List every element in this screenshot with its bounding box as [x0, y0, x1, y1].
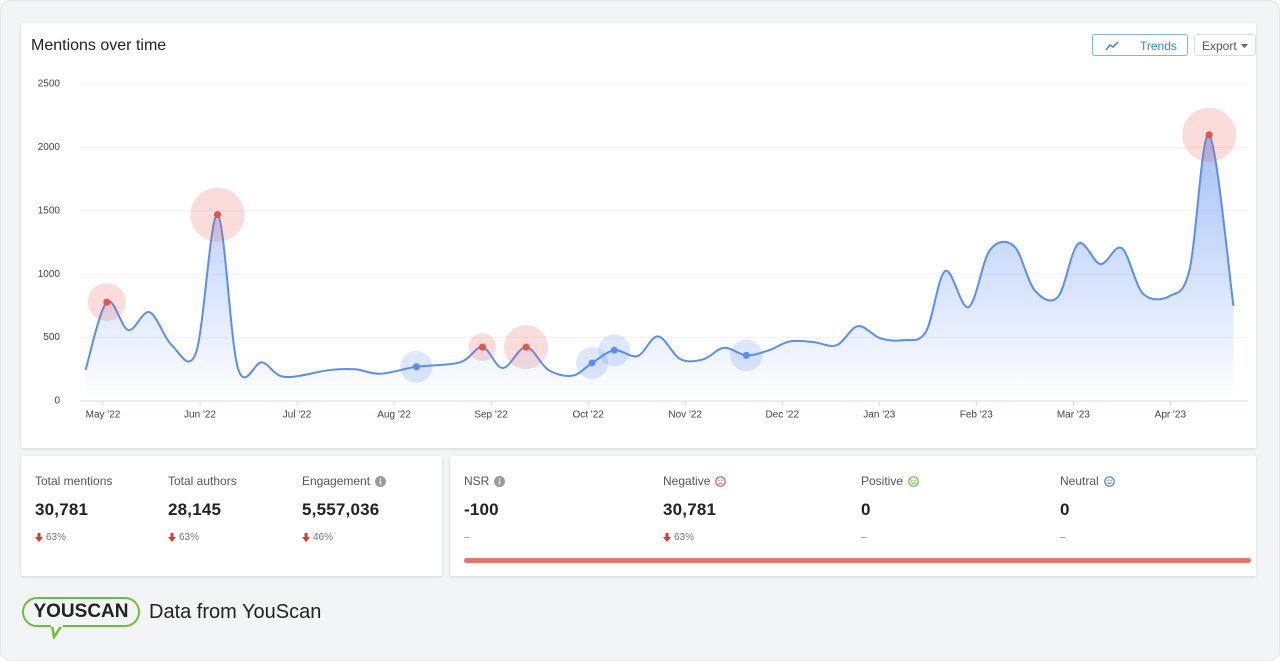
chart-title: Mentions over time [31, 37, 166, 54]
sentiment-icon [715, 475, 727, 487]
stat: Neutral 0 – [1060, 474, 1115, 543]
stats-card [21, 456, 442, 576]
stat-change: – [464, 531, 470, 543]
x-tick-label: Oct '22 [572, 410, 604, 421]
stat: Total authors 28,145 63% [168, 474, 237, 543]
x-tick-label: Nov '22 [668, 410, 702, 421]
stat-change: 63% [179, 531, 200, 543]
stat: Total mentions 30,781 63% [35, 474, 112, 543]
export-label: Export [1202, 39, 1237, 53]
sentiment-icon [908, 475, 919, 487]
stat-label-row: Total authors [168, 474, 237, 488]
sentiment-card [450, 456, 1256, 576]
x-tick-label: Jan '23 [863, 410, 895, 421]
area [85, 134, 1234, 401]
down-arrow [168, 532, 176, 542]
stat-change-row: – [464, 531, 505, 543]
stat-change-row: 46% [302, 531, 386, 543]
highlight-point [610, 346, 618, 354]
highlight-point [522, 343, 530, 351]
down-arrow [35, 532, 43, 542]
info-icon[interactable] [494, 475, 506, 487]
stat-change-row: – [1060, 531, 1115, 543]
line [84, 133, 1235, 379]
x-tick-label: Aug '22 [377, 410, 411, 421]
down-arrow [302, 532, 310, 542]
y-tick-label: 1500 [38, 205, 61, 216]
stat-value: -100 [464, 500, 499, 519]
stat-change: 46% [313, 531, 334, 543]
stat-label: Positive [861, 474, 904, 488]
highlight-point [742, 351, 750, 359]
down-arrow [663, 532, 671, 542]
y-tick-label: 2500 [38, 79, 61, 90]
highlight-point [213, 211, 221, 219]
stat-value: 28,145 [168, 500, 222, 519]
chart: Mentions over time 0 500 1000 1500 2000 2500 M… [31, 37, 1248, 421]
stat-label-row: Total mentions [35, 474, 112, 488]
stat-change: 63% [674, 531, 695, 543]
stat-change-row: 63% [35, 531, 112, 543]
stat-value: 30,781 [663, 500, 717, 519]
highlight-point [588, 359, 596, 367]
stat-change-row: – [861, 531, 919, 543]
y-tick-label: 1000 [38, 269, 61, 280]
y-tick-label: 2000 [38, 142, 61, 153]
stat-label-row: Neutral [1060, 474, 1115, 488]
stat-value: 5,557,036 [302, 500, 380, 519]
stat-label-row: NSR [464, 474, 506, 488]
stat-label-row: Negative [663, 474, 727, 488]
highlight-point [1205, 131, 1213, 139]
x-tick-label: Apr '23 [1155, 410, 1187, 421]
footer-text: Data from YouScan [149, 601, 322, 623]
stat-label: Neutral [1060, 474, 1099, 488]
stat-change: – [861, 531, 867, 543]
x-tick-label: Feb '23 [960, 410, 993, 421]
logo-tail [50, 625, 64, 639]
x-tick-label: Mar '23 [1057, 410, 1090, 421]
stat-change-row: 63% [663, 531, 726, 543]
highlight-point [103, 298, 111, 306]
highlight-point [412, 363, 420, 371]
trend-icon [1105, 41, 1119, 51]
sentiment-bar [464, 558, 1251, 563]
x-tick-label: May '22 [86, 410, 121, 421]
stat-change-row: 63% [168, 531, 237, 543]
info-icon[interactable] [375, 475, 387, 487]
y-tick-label: 500 [43, 332, 60, 343]
x-tick-label: Dec '22 [765, 410, 799, 421]
stat: Engagement 5,557,036 46% [302, 474, 387, 543]
y-tick-label: 0 [54, 396, 60, 407]
x-tick-label: Jun '22 [184, 410, 216, 421]
stat-change: 63% [46, 531, 67, 543]
stat-value: 0 [1060, 500, 1070, 519]
x-tick-label: Sep '22 [474, 410, 508, 421]
stat: NSR -100 – [464, 474, 506, 543]
x-tick-label: Jul '22 [283, 410, 312, 421]
stat-change: – [1060, 531, 1066, 543]
highlight-point [478, 343, 486, 351]
stat-label-row: Engagement [302, 474, 387, 488]
stat-label-row: Positive [861, 474, 919, 488]
stat-label: NSR [464, 474, 490, 488]
stat-label: Negative [663, 474, 711, 488]
stat-label: Total mentions [35, 474, 113, 488]
stat-label: Total authors [168, 474, 237, 488]
trends-label: Trends [1140, 39, 1177, 53]
caret [1241, 44, 1248, 48]
logo: YOUSCAN [22, 597, 140, 627]
trends-button[interactable]: Trends [1092, 34, 1188, 56]
export-button[interactable]: Export [1194, 34, 1256, 56]
stat: Negative 30,781 63% [663, 474, 727, 543]
stat: Positive 0 – [861, 474, 919, 543]
stat-label: Engagement [302, 474, 371, 488]
stat-value: 0 [861, 500, 871, 519]
sentiment-icon [1103, 475, 1115, 487]
stat-value: 30,781 [35, 500, 89, 519]
